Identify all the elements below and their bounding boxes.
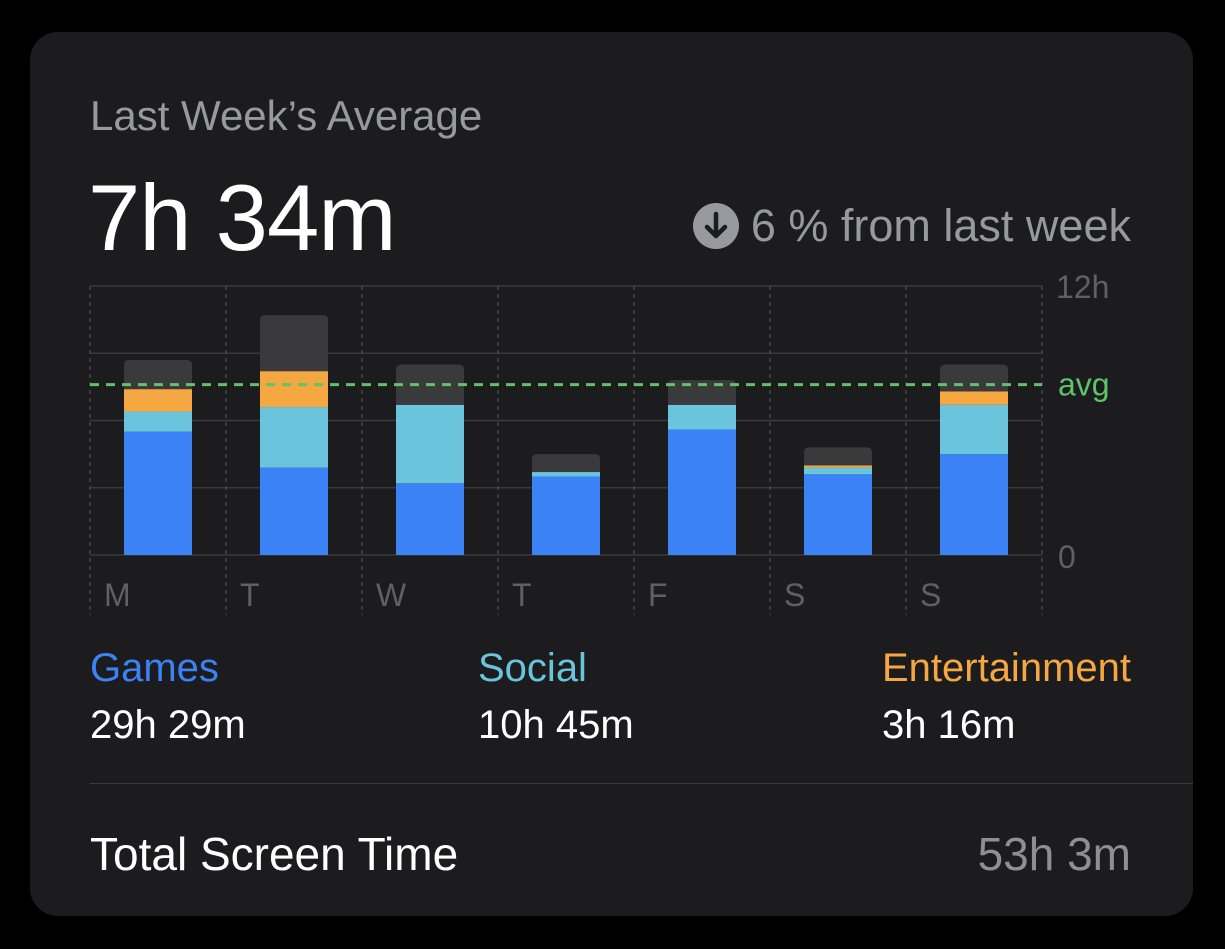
bar-segment-social (940, 404, 1008, 455)
bar-segment-games (396, 483, 464, 555)
day-label: T (240, 577, 260, 613)
y-tick-label: 0 (1058, 539, 1076, 575)
bar-segment-social (396, 404, 464, 484)
bar-segment-games (668, 429, 736, 555)
change-text: 6 % from last week (750, 200, 1131, 251)
bar-segment-social (124, 411, 192, 432)
bar-segment-entertainment (260, 371, 328, 408)
bar-segment-other (124, 359, 192, 390)
bar-segment-social (532, 472, 600, 477)
day-label: W (376, 577, 407, 613)
bar-segment-games (940, 454, 1008, 555)
bar-segment-social (804, 467, 872, 475)
category-games-time: 29h 29m (90, 703, 246, 747)
bar-segment-social (260, 407, 328, 468)
day-label: T (512, 577, 532, 613)
bar-segment-games (124, 431, 192, 555)
bar-segment-games (260, 467, 328, 555)
average-heading: Last Week’s Average (90, 92, 483, 139)
weekly-change: 6 % from last week (692, 200, 1131, 252)
category-entertainment-time: 3h 16m (881, 703, 1016, 747)
category-social-time: 10h 45m (478, 703, 634, 747)
bar-segment-games (804, 474, 872, 555)
day-label: F (648, 577, 668, 613)
bar-segment-entertainment (940, 391, 1008, 405)
total-screen-time-label: Total Screen Time (90, 828, 459, 880)
average-value: 7h 34m (88, 165, 397, 270)
category-social-name: Social (478, 646, 587, 690)
arrow-down-circle-icon (692, 203, 739, 249)
category-entertainment[interactable]: Entertainment 3h 16m (882, 646, 1131, 748)
bar-segment-entertainment (804, 465, 872, 468)
average-line-label: avg (1058, 367, 1110, 403)
divider (90, 783, 1193, 784)
day-label: S (920, 577, 941, 613)
category-games[interactable]: Games 29h 29m (90, 646, 246, 748)
day-label: S (784, 577, 805, 613)
category-social[interactable]: Social 10h 45m (478, 646, 634, 748)
category-games-name: Games (90, 646, 219, 690)
day-label: M (104, 577, 131, 613)
bar-segment-games (532, 476, 600, 555)
bar-segment-entertainment (124, 389, 192, 412)
bar-segment-other (532, 454, 600, 473)
bar-segment-social (668, 404, 736, 430)
bar-segment-other (804, 447, 872, 466)
y-tick-label: 12h (1056, 269, 1109, 305)
bar-segment-other (668, 380, 736, 405)
bar-segment-other (940, 364, 1008, 392)
screen-time-card[interactable]: Last Week’s Average 7h 34m 6 % from last… (30, 32, 1193, 916)
total-screen-time-value: 53h 3m (977, 828, 1131, 880)
category-entertainment-name: Entertainment (881, 646, 1131, 690)
bar-segment-other (260, 315, 328, 372)
